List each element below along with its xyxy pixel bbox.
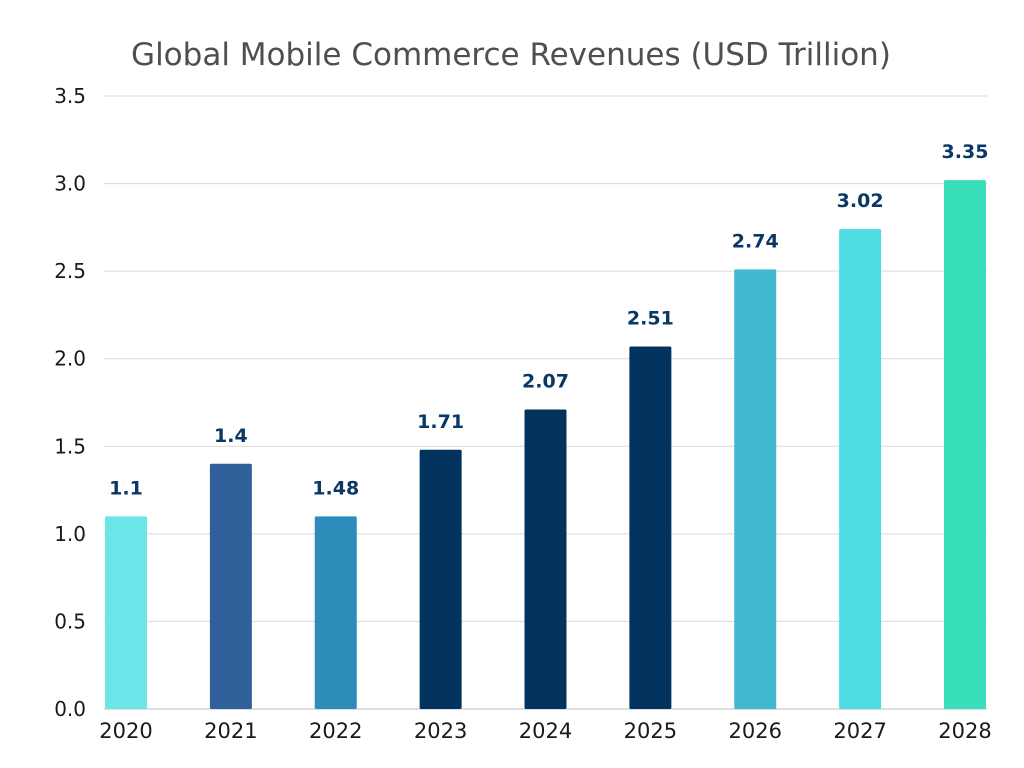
x-tick-label-2027: 2027: [833, 719, 886, 743]
x-tick-label-2026: 2026: [729, 719, 782, 743]
bar-2023: [419, 449, 462, 709]
y-tick-label: 2.5: [54, 259, 86, 283]
data-label-2025: 2.51: [627, 307, 674, 329]
data-label-2022: 1.48: [312, 477, 359, 499]
bar-2025: [629, 346, 672, 709]
bar-2027: [839, 229, 882, 709]
data-label-2028: 3.35: [942, 141, 989, 163]
y-tick-label: 3.0: [54, 172, 86, 196]
y-tick-label: 1.5: [54, 434, 86, 458]
y-axis-ticks: 0.0 0.5 1.0 1.5 2.0 2.5 3.0 3.5: [54, 84, 86, 721]
bar-2028: [944, 180, 986, 709]
bar-2020: [105, 516, 147, 709]
data-label-2026: 2.74: [732, 230, 779, 252]
x-tick-label-2024: 2024: [519, 719, 572, 743]
bar-2026: [734, 269, 777, 709]
x-tick-label-2025: 2025: [624, 719, 677, 743]
data-label-2027: 3.02: [837, 190, 884, 212]
y-tick-label: 2.0: [54, 347, 86, 371]
bar-2021: [209, 463, 252, 709]
data-label-2024: 2.07: [522, 371, 569, 393]
x-tick-label-2021: 2021: [204, 719, 257, 743]
x-axis-ticks: 2020 2021 2022 2023 2024 2025 2026 2027 2028: [99, 719, 991, 743]
y-tick-label: 3.5: [54, 84, 86, 108]
data-label-2021: 1.4: [214, 425, 248, 447]
y-tick-label: 0.5: [54, 609, 86, 633]
data-label-2020: 1.1: [109, 477, 143, 499]
data-labels: 1.1 1.4 1.48 1.71 2.07 2.51 2.74 3.02 3.35: [109, 141, 988, 499]
bar-2024: [524, 409, 567, 709]
y-tick-label: 1.0: [54, 522, 86, 546]
x-tick-label-2023: 2023: [414, 719, 467, 743]
y-tick-label: 0.0: [54, 697, 86, 721]
chart-title: Global Mobile Commerce Revenues (USD Tri…: [131, 37, 891, 73]
data-label-2023: 1.71: [417, 411, 464, 433]
x-tick-label-2022: 2022: [309, 719, 362, 743]
x-tick-label-2028: 2028: [938, 719, 991, 743]
x-tick-label-2020: 2020: [99, 719, 152, 743]
bar-2022: [314, 516, 357, 709]
bars: [105, 180, 986, 709]
